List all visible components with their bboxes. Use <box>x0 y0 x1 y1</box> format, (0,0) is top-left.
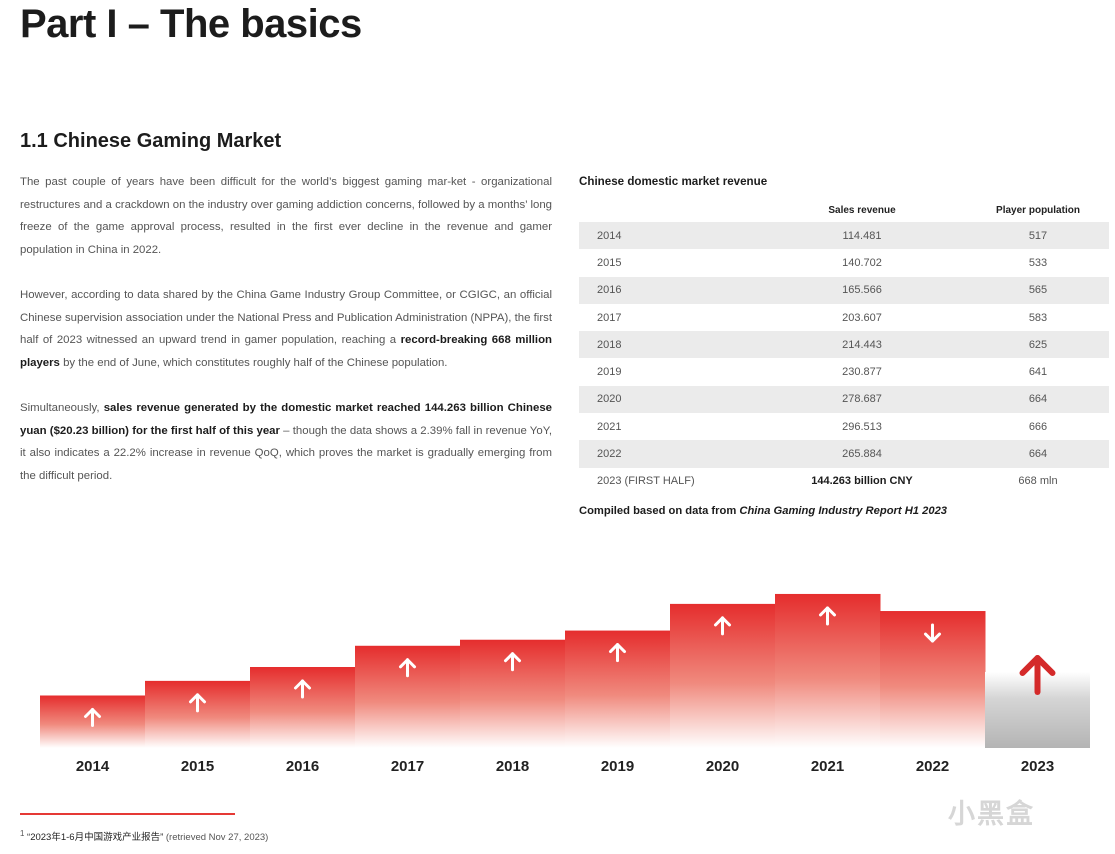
cell-revenue: 165.566 <box>757 276 967 304</box>
section-title: 1.1 Chinese Gaming Market <box>20 130 282 152</box>
highlight-revenue: sales revenue generated by the domestic … <box>20 401 552 437</box>
table-title: Chinese domestic market revenue <box>579 175 768 188</box>
cell-players: 666 <box>1028 420 1048 433</box>
year-label-2020: 2020 <box>706 758 739 775</box>
highlight-players: record-breaking 668 million players <box>20 334 552 369</box>
cell-revenue: 214.443 <box>757 331 967 359</box>
cell-players: 625 <box>967 331 1109 359</box>
cell-players: 565 <box>967 276 1109 304</box>
cell-year: 2019 <box>597 366 622 379</box>
part-title: Part I – The basics <box>20 2 362 46</box>
arrow-up-icon <box>84 708 101 728</box>
body-text: The past couple of years have been diffi… <box>20 171 552 510</box>
footnote-divider <box>20 813 235 815</box>
bar-2015 <box>145 680 251 748</box>
cell-year: 2023 (FIRST HALF) <box>579 467 757 495</box>
year-label-2022: 2022 <box>916 758 949 775</box>
arrow-up-icon <box>504 652 521 672</box>
table-row: 2022 265.884 664 <box>579 440 1109 468</box>
chart-bars <box>40 593 1090 748</box>
table-row: 2018 214.443 625 <box>579 331 1109 359</box>
table-header-row: Sales revenue Player population <box>579 198 1109 222</box>
cell-players: 664 <box>967 385 1109 414</box>
year-label-2018: 2018 <box>496 758 529 775</box>
cell-players: 664 <box>967 440 1109 468</box>
cell-year: 2018 <box>579 331 757 359</box>
year-label-2016: 2016 <box>286 758 319 775</box>
cell-year: 2015 <box>597 256 622 269</box>
year-label-2014: 2014 <box>76 758 110 775</box>
arrow-up-icon <box>294 679 311 699</box>
cell-revenue: 140.702 <box>842 256 882 269</box>
cell-players: 668 mln <box>967 467 1109 495</box>
arrow-up-icon <box>714 616 731 636</box>
revenue-bar-chart: 2014 2015 2016 2017 2018 2019 2020 2021 2022 2023 <box>40 593 1090 775</box>
year-label-2019: 2019 <box>601 758 634 775</box>
cell-players: 533 <box>1028 256 1048 269</box>
chart-year-labels: 2014 2015 2016 2017 2018 2019 2020 2021 2022 2023 <box>76 758 1054 775</box>
footnote-marker: 1 <box>20 829 25 838</box>
table-row: 2021 296.513 666 <box>579 413 1109 440</box>
arrow-up-icon <box>819 606 836 626</box>
footnote-retrieved: (retrieved Nov 27, 2023) <box>163 832 269 844</box>
arrow-up-icon <box>189 693 206 713</box>
cell-revenue: 296.513 <box>842 420 882 433</box>
cell-players: 583 <box>1028 311 1048 324</box>
footnote: 1 “2023年1-6月中国游戏产业报告” (retrieved Nov 27,… <box>20 829 268 843</box>
table-row: 2017 203.607 583 <box>579 304 1109 331</box>
paragraph-1: The past couple of years have been diffi… <box>20 176 552 256</box>
watermark-logo: 小黑盒 <box>948 799 1035 829</box>
cell-year: 2022 <box>579 440 757 468</box>
year-label-2021: 2021 <box>811 758 844 775</box>
arrow-up-icon <box>1019 655 1056 695</box>
year-label-2017: 2017 <box>391 758 424 775</box>
table-row: 2020 278.687 664 <box>579 385 1109 414</box>
cell-revenue: 278.687 <box>757 385 967 414</box>
cell-year: 2021 <box>597 420 622 433</box>
cell-revenue: 230.877 <box>842 366 882 379</box>
footnote-title: “2023年1-6月中国游戏产业报告” <box>27 832 164 844</box>
table-row: 2014 114.481 517 <box>579 222 1109 250</box>
header-year <box>579 198 757 222</box>
table-source-note: Compiled based on data from China Gaming… <box>579 505 948 517</box>
chart-arrows <box>84 606 1056 728</box>
cell-revenue: 203.607 <box>842 311 882 324</box>
table-row: 2016 165.566 565 <box>579 276 1109 304</box>
cell-year: 2014 <box>579 222 757 250</box>
year-label-2015: 2015 <box>181 758 214 775</box>
arrow-up-icon <box>609 643 626 663</box>
cell-revenue: 265.884 <box>757 440 967 468</box>
revenue-table: Sales revenue Player population 2014 114.… <box>579 198 1109 495</box>
year-label-2023: 2023 <box>1021 758 1054 775</box>
cell-revenue: 144.263 billion CNY <box>757 467 967 495</box>
header-player-population: Player population <box>996 204 1080 216</box>
header-sales-revenue: Sales revenue <box>828 204 896 216</box>
bar-2016 <box>250 667 356 748</box>
paragraph-3: Simultaneously, sales revenue generated … <box>20 401 552 482</box>
arrow-down-icon <box>924 623 941 643</box>
cell-players: 641 <box>1028 366 1048 379</box>
cell-year: 2016 <box>579 276 757 304</box>
source-title: China Gaming Industry Report H1 2023 <box>739 505 948 517</box>
table-row: 2015 140.702 533 <box>579 249 1109 276</box>
arrow-up-icon <box>399 658 416 678</box>
table-row: 2023 (FIRST HALF) 144.263 billion CNY 668 … <box>579 467 1109 495</box>
cell-revenue: 114.481 <box>757 222 967 250</box>
cell-year: 2020 <box>579 385 757 414</box>
cell-players: 517 <box>967 222 1109 250</box>
cell-year: 2017 <box>597 311 622 324</box>
paragraph-2: However, according to data shared by the… <box>20 288 552 369</box>
table-row: 2019 230.877 641 <box>579 358 1109 385</box>
